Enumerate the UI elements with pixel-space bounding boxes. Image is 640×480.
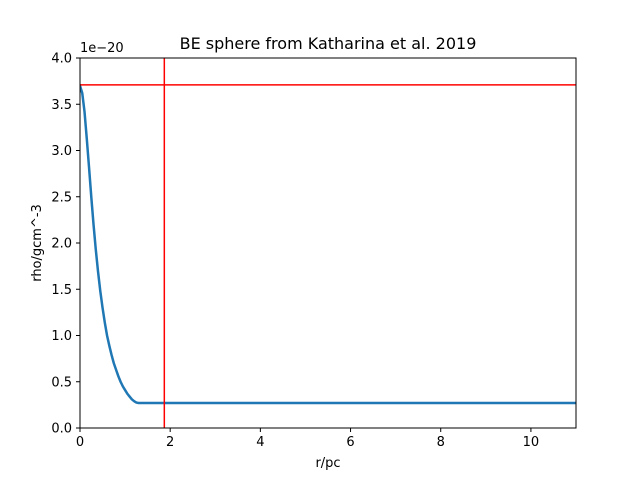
chart-title: BE sphere from Katharina et al. 2019 bbox=[180, 34, 477, 53]
y-tick-label: 3.0 bbox=[51, 144, 72, 159]
x-axis-label: r/pc bbox=[315, 456, 340, 471]
y-axis-offset-label: 1e−20 bbox=[80, 41, 124, 56]
y-tick-label: 0.0 bbox=[51, 422, 72, 437]
y-tick-label: 3.5 bbox=[51, 98, 72, 113]
axes-frame bbox=[79, 57, 577, 429]
x-tick-label: 10 bbox=[523, 435, 540, 450]
x-tick-label: 2 bbox=[166, 435, 174, 450]
y-tick-label: 4.0 bbox=[51, 52, 72, 67]
plot-content bbox=[80, 58, 576, 428]
y-axis-label: rho/gcm^-3 bbox=[30, 204, 45, 282]
x-tick-label: 8 bbox=[437, 435, 445, 450]
y-tick-label: 0.5 bbox=[51, 375, 72, 390]
y-axis-ticks: 0.0 0.5 1.0 1.5 2.0 2.5 3.0 3.5 4.0 bbox=[51, 52, 80, 437]
y-tick-label: 2.0 bbox=[51, 237, 72, 252]
x-axis-ticks: 0 2 4 6 8 10 bbox=[76, 428, 539, 450]
x-tick-label: 0 bbox=[76, 435, 84, 450]
x-tick-label: 4 bbox=[256, 435, 264, 450]
y-tick-label: 1.5 bbox=[51, 283, 72, 298]
y-tick-label: 1.0 bbox=[51, 329, 72, 344]
density-profile-line-0 bbox=[80, 85, 576, 405]
x-tick-label: 6 bbox=[346, 435, 354, 450]
y-tick-label: 2.5 bbox=[51, 190, 72, 205]
axes-border bbox=[79, 57, 577, 429]
